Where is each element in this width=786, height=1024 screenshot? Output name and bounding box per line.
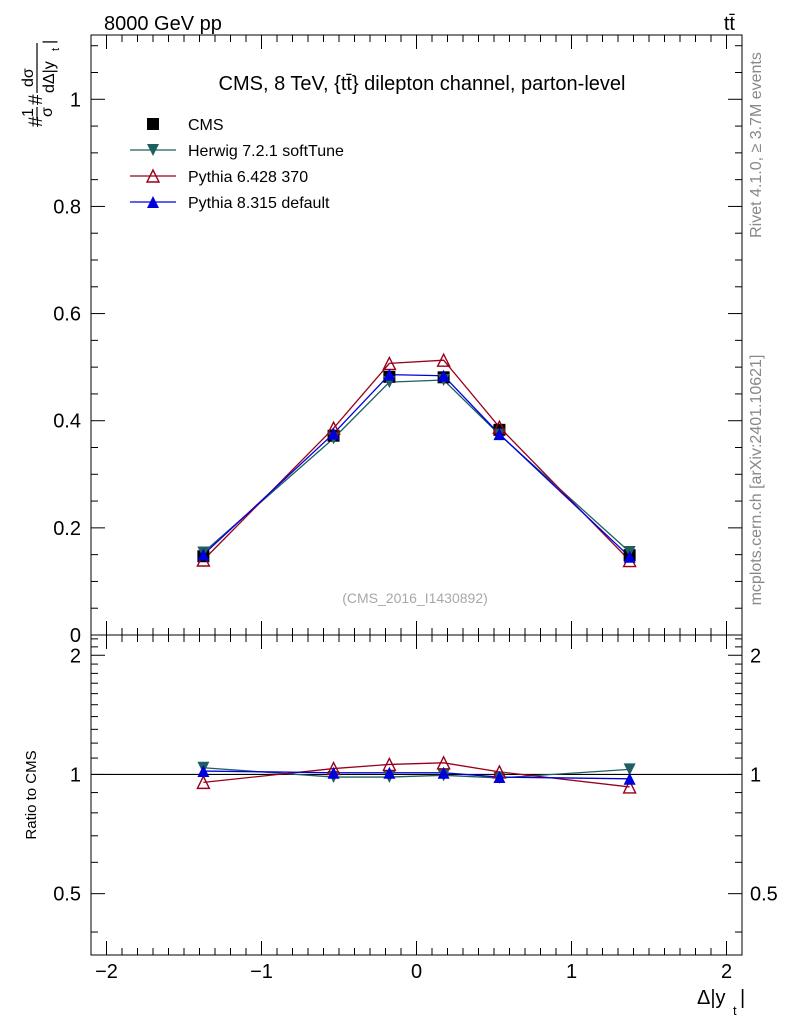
- x-tick-labels: −2 −1 0 1 2: [95, 961, 732, 983]
- series-line: [202, 359, 631, 561]
- main-y-tick-label: 0.6: [53, 304, 81, 326]
- data-point: [436, 352, 451, 367]
- rivet-version-label: Rivet 4.1.0, ≥ 3.7M events: [748, 52, 765, 238]
- ratio-y-tick-labels: 0.5 0.5 1 1 2 2: [53, 645, 778, 905]
- legend-label: Pythia 6.428 370: [188, 169, 308, 186]
- legend-marker: [147, 118, 159, 130]
- ratio-data-point: [196, 774, 211, 790]
- ratio-series-line: [203, 770, 630, 780]
- ratio-y-tick-label-right: 1: [750, 764, 761, 786]
- xlabel-main: Δ|y: [697, 987, 726, 1009]
- x-tick-label: 0: [411, 961, 422, 983]
- data-point: [493, 428, 506, 441]
- ylabel-part-dsigma: dσ: [20, 68, 37, 87]
- ratio-series: [91, 755, 742, 794]
- ylabel-part-bar: |: [41, 40, 58, 44]
- ratio-ticks: [90, 635, 743, 955]
- x-tick-label: 2: [721, 961, 732, 983]
- legend-label: Herwig 7.2.1 softTune: [188, 143, 344, 160]
- ylabel-part-hash1: #: [26, 116, 47, 127]
- data-point: [623, 550, 636, 563]
- x-tick-label: −1: [250, 961, 273, 983]
- main-series: [196, 352, 637, 568]
- series-line: [202, 379, 631, 553]
- ratio-series-line: [203, 767, 630, 779]
- x-axis-label: Δ|y t |: [697, 987, 745, 1018]
- main-y-tick-labels: 0 0.2 0.4 0.6 0.8 1: [53, 89, 81, 647]
- main-y-tick-label: 0.2: [53, 518, 81, 540]
- legend-label: CMS: [188, 117, 224, 134]
- main-panel: 0 0.2 0.4 0.6 0.8 1 CMS, 8 TeV, {tt̄} dilepto…: [20, 34, 743, 647]
- mcplots-label: mcplots.cern.ch [arXiv:2401.10621]: [748, 355, 765, 606]
- data-point: [327, 427, 340, 440]
- x-tick-label: −2: [95, 961, 118, 983]
- ratio-data-point: [327, 766, 340, 779]
- analysis-watermark: (CMS_2016_I1430892): [342, 590, 488, 606]
- ratio-data-point: [493, 771, 506, 784]
- ratio-frame: [90, 634, 743, 956]
- main-y-tick-label: 0.8: [53, 196, 81, 218]
- ratio-panel: 0.5 0.5 1 1 2 2 −2 −1 0 1 2 Ratio to CMS Δ|y t |: [23, 634, 778, 1018]
- main-y-tick-label: 0: [70, 625, 81, 647]
- main-ticks: [90, 35, 743, 636]
- ratio-y-axis-label: Ratio to CMS: [23, 750, 40, 839]
- ylabel-part-one: 1: [20, 108, 37, 117]
- data-point: [437, 369, 450, 382]
- ratio-series-line: [203, 762, 630, 788]
- xlabel-sub: t: [733, 1003, 737, 1018]
- series-line: [202, 373, 631, 558]
- legend-label: Pythia 8.315 default: [188, 195, 330, 212]
- ylabel-part-hash2: #: [26, 94, 47, 105]
- ylabel-part-sub: t: [50, 48, 62, 51]
- x-tick-label: 1: [566, 961, 577, 983]
- main-y-tick-label: 0.4: [53, 411, 81, 433]
- header-right-label: tt̄: [724, 13, 736, 35]
- legend-marker: [145, 168, 161, 183]
- ratio-y-tick-label: 0.5: [53, 884, 81, 906]
- ratio-data-point: [623, 763, 636, 776]
- ylabel-part-ddelta: dΔ|y: [41, 61, 58, 93]
- data-point: [383, 368, 396, 381]
- ratio-data-point: [197, 765, 210, 778]
- ratio-data-point: [623, 772, 636, 785]
- header-left-label: 8000 GeV pp: [104, 13, 222, 35]
- ratio-data-point: [383, 766, 396, 779]
- ratio-data-point: [622, 779, 637, 794]
- ratio-data-point: [437, 766, 450, 779]
- main-y-axis-label: # 1 σ # dσ dΔ|y t |: [20, 40, 62, 127]
- main-y-tick-label: 1: [70, 89, 81, 111]
- chart-title: CMS, 8 TeV, {tt̄} dilepton channel, part…: [219, 73, 626, 95]
- ratio-y-tick-label-right: 2: [750, 645, 761, 667]
- ratio-y-tick-label: 1: [70, 764, 81, 786]
- ratio-y-tick-label-right: 0.5: [750, 884, 778, 906]
- ratio-y-tick-label: 2: [70, 645, 81, 667]
- legend-marker: [147, 196, 159, 208]
- xlabel-end: |: [740, 987, 745, 1009]
- ylabel-part-sigma: σ: [39, 107, 56, 117]
- data-point: [197, 548, 210, 561]
- legend-marker: [147, 144, 159, 156]
- legend: CMS Herwig 7.2.1 softTune Pythia 6.428 370…: [130, 117, 344, 212]
